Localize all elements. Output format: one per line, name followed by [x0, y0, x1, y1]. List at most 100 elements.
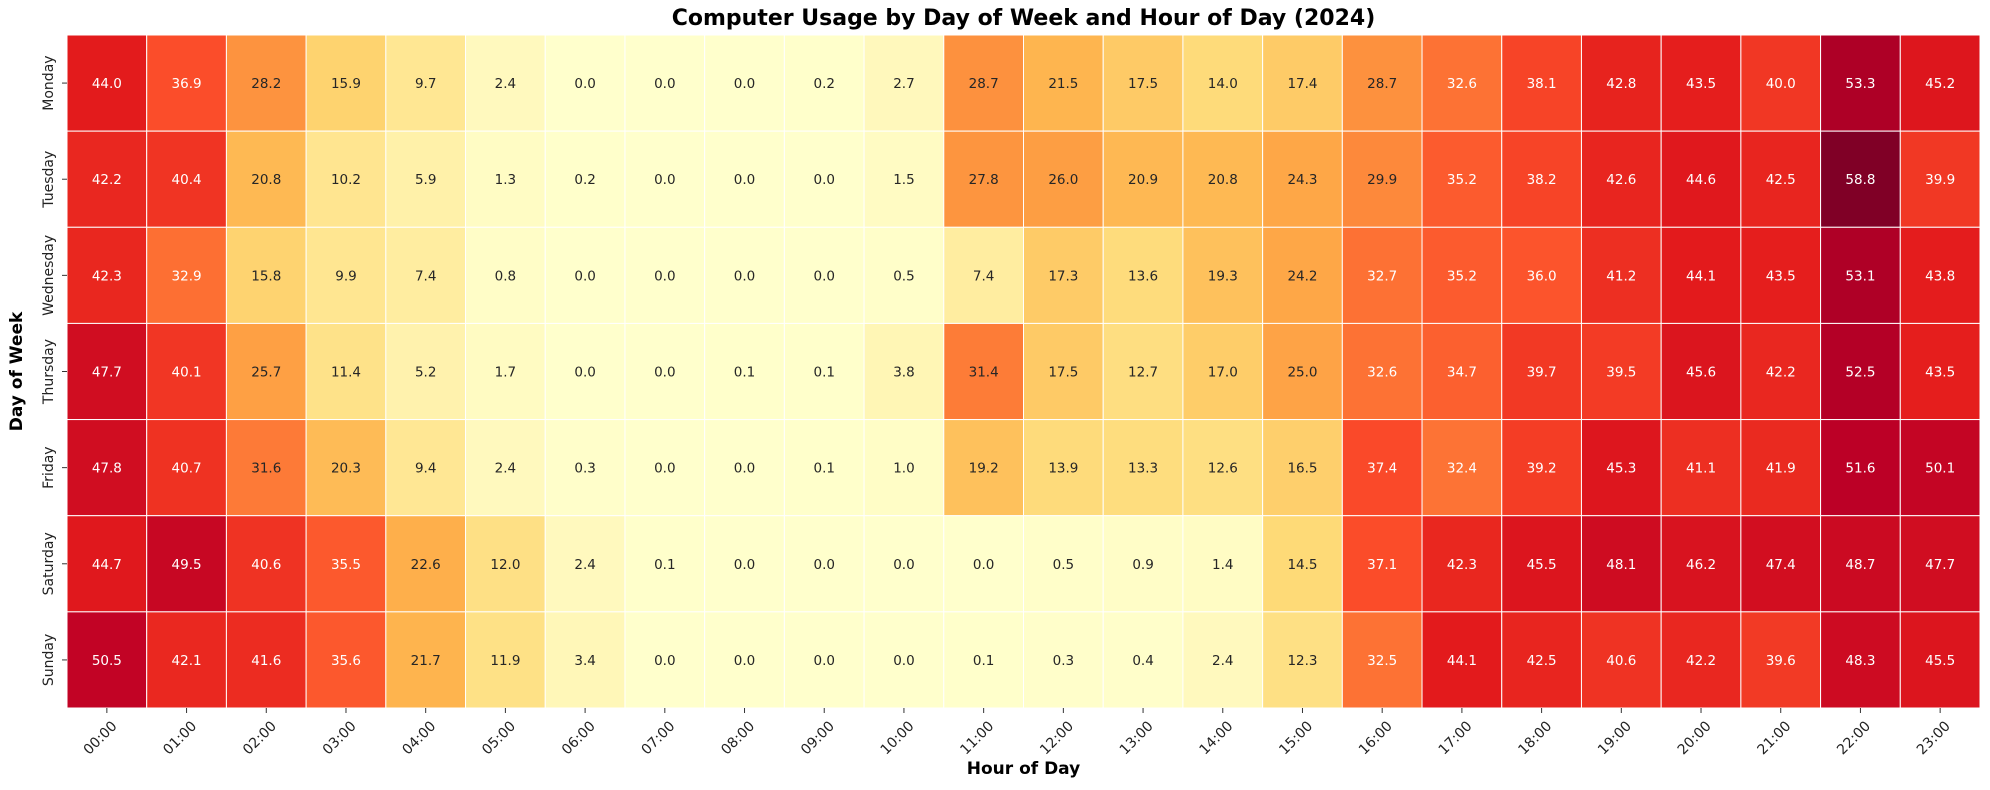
cell-value-label: 2.4	[574, 557, 595, 573]
cell-value-label: 52.5	[1845, 365, 1875, 381]
cell-value-label: 9.9	[335, 268, 356, 284]
heatmap-cell	[146, 611, 227, 709]
heatmap-cell	[1501, 322, 1582, 421]
cell-value-label: 28.2	[251, 76, 281, 92]
cell-value-label: 42.1	[172, 653, 202, 669]
heatmap-cell	[1023, 226, 1104, 324]
cell-value-label: 17.5	[1128, 76, 1158, 92]
heatmap-cell	[1899, 515, 1981, 613]
heatmap-cell	[1899, 611, 1981, 709]
x-tick-label: 07:00	[639, 718, 679, 758]
cell-value-label: 48.3	[1845, 653, 1875, 669]
x-tick-label: 22:00	[1834, 718, 1874, 758]
cell-value-label: 53.3	[1845, 76, 1875, 92]
heatmap-cell	[225, 419, 307, 517]
cell-value-label: 36.9	[172, 76, 202, 92]
cell-value-label: 1.7	[495, 365, 516, 381]
y-tick-label: Saturday	[41, 532, 57, 595]
heatmap-cell	[305, 611, 387, 709]
heatmap-cell	[1023, 130, 1104, 228]
cell-value-label: 14.0	[1208, 76, 1238, 92]
cell-value-label: 12.6	[1208, 461, 1238, 477]
heatmap-cell	[225, 322, 307, 421]
cell-value-label: 44.6	[1686, 172, 1716, 188]
cell-value-label: 47.8	[92, 461, 122, 477]
cell-value-label: 14.5	[1287, 557, 1317, 573]
heatmap-cell	[1182, 322, 1264, 421]
heatmap-cell	[465, 34, 546, 132]
cell-value-label: 58.8	[1845, 172, 1875, 188]
cell-value-label: 2.7	[893, 76, 914, 92]
heatmap-cell	[1023, 34, 1104, 132]
cell-value-label: 0.0	[654, 172, 675, 188]
cell-value-label: 0.0	[654, 365, 675, 381]
cell-value-label: 20.8	[1208, 172, 1238, 188]
cell-value-label: 43.5	[1686, 76, 1716, 92]
cell-value-label: 13.9	[1048, 461, 1078, 477]
heatmap-cell	[783, 34, 865, 132]
cell-value-label: 44.1	[1447, 653, 1477, 669]
heatmap-cell	[1820, 515, 1901, 613]
heatmap-cell	[863, 226, 945, 324]
cell-value-label: 42.3	[1447, 557, 1477, 573]
cell-value-label: 0.0	[893, 653, 914, 669]
heatmap-cell	[1580, 34, 1662, 132]
cell-value-label: 0.2	[574, 172, 595, 188]
cell-value-label: 0.0	[734, 461, 755, 477]
heatmap-cell	[1501, 34, 1582, 132]
cell-value-label: 37.4	[1367, 461, 1397, 477]
heatmap-cell	[385, 226, 467, 324]
cell-value-label: 17.4	[1287, 76, 1317, 92]
cell-value-label: 0.1	[813, 365, 834, 381]
heatmap-cell	[1421, 515, 1503, 613]
x-tick-label: 15:00	[1276, 718, 1316, 758]
cell-value-label: 13.6	[1128, 268, 1158, 284]
cell-value-label: 35.2	[1447, 172, 1477, 188]
x-tick-label: 20:00	[1675, 718, 1715, 758]
cell-value-label: 0.1	[734, 365, 755, 381]
cell-value-label: 12.3	[1287, 653, 1317, 669]
cell-value-label: 1.5	[893, 172, 914, 188]
heatmap-cell	[1341, 322, 1423, 421]
heatmap-cell	[1660, 226, 1742, 324]
heatmap-cell	[1023, 322, 1104, 421]
x-tick-label: 01:00	[160, 718, 200, 758]
x-tick-label: 19:00	[1595, 718, 1635, 758]
x-tick-label: 18:00	[1515, 718, 1555, 758]
heatmap-cell	[863, 322, 945, 421]
cell-value-label: 42.8	[1606, 76, 1636, 92]
cell-value-label: 42.2	[92, 172, 122, 188]
cell-value-label: 40.0	[1766, 76, 1796, 92]
heatmap-cell	[1580, 322, 1662, 421]
heatmap-cell	[1660, 515, 1742, 613]
heatmap-cell	[1740, 515, 1822, 613]
y-tick-label: Tuesday	[41, 151, 57, 209]
cell-value-label: 42.3	[92, 268, 122, 284]
heatmap-cell	[1820, 419, 1901, 517]
x-tick-label: 21:00	[1754, 718, 1794, 758]
y-tick-label: Friday	[41, 446, 57, 488]
heatmap-cell	[943, 34, 1025, 132]
heatmap-cell	[1102, 515, 1184, 613]
cell-value-label: 42.2	[1686, 653, 1716, 669]
cell-value-label: 3.8	[893, 365, 914, 381]
cell-value-label: 47.4	[1766, 557, 1796, 573]
heatmap-cell	[1262, 34, 1343, 132]
heatmap-cell	[225, 34, 307, 132]
cell-value-label: 39.5	[1606, 365, 1636, 381]
cell-value-label: 16.5	[1287, 461, 1317, 477]
cell-value-label: 39.6	[1766, 653, 1796, 669]
cell-value-label: 2.4	[495, 76, 516, 92]
heatmap-cell	[146, 34, 227, 132]
heatmap-cell	[1580, 419, 1662, 517]
cell-value-label: 45.6	[1686, 365, 1716, 381]
heatmap-cell	[544, 611, 626, 709]
heatmap-cell	[1262, 419, 1343, 517]
heatmap-cell	[1740, 611, 1822, 709]
cell-value-label: 28.7	[969, 76, 999, 92]
heatmap-cell	[1262, 130, 1343, 228]
heatmap-cell	[305, 34, 387, 132]
cell-value-label: 0.0	[654, 76, 675, 92]
y-tick-label: Thursday	[41, 339, 57, 405]
